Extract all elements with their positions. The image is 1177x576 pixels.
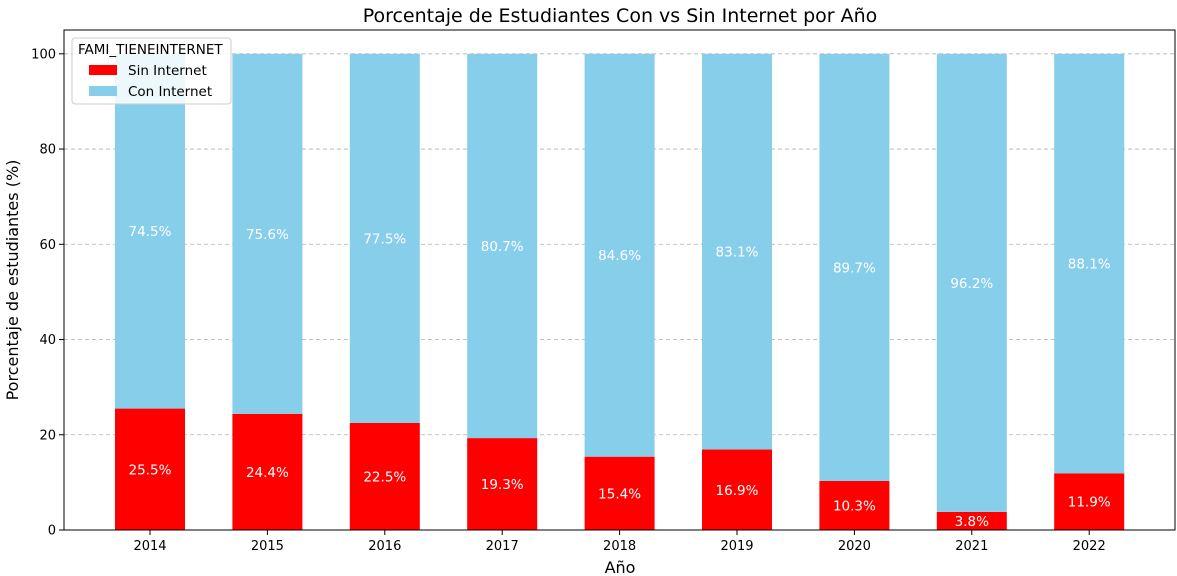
x-tick-label: 2021 bbox=[955, 539, 988, 554]
bar-sin-internet-2018 bbox=[584, 456, 655, 530]
plot-area: 25.5% 74.5% 24.4% 75.6% 22.5% 77.5% 19.3% 80.7%… bbox=[63, 29, 1176, 531]
bar-sin-internet-2014 bbox=[115, 408, 185, 530]
x-tick-label: 2018 bbox=[603, 539, 636, 554]
bar-label-sin-internet-2015: 24.4% bbox=[246, 465, 289, 481]
bars bbox=[115, 53, 1125, 530]
bar-sin-internet-2021 bbox=[936, 511, 1007, 530]
bar-label-sin-internet-2022: 11.9% bbox=[1068, 495, 1111, 511]
y-tick-label: 20 bbox=[39, 428, 56, 443]
bar-label-sin-internet-2021: 3.8% bbox=[955, 514, 989, 530]
y-tick-label: 40 bbox=[39, 333, 56, 348]
x-tick-label: 2022 bbox=[1073, 539, 1106, 554]
bar-con-internet-2018 bbox=[584, 53, 655, 457]
bar-con-internet-2014 bbox=[115, 53, 185, 409]
bar-con-internet-2017 bbox=[467, 53, 538, 439]
bar-label-con-internet-2016: 77.5% bbox=[363, 231, 406, 247]
bar-con-internet-2015 bbox=[232, 53, 303, 414]
bar-label-sin-internet-2016: 22.5% bbox=[363, 469, 406, 485]
y-tick-label: 80 bbox=[39, 143, 56, 158]
bar-label-sin-internet-2018: 15.4% bbox=[598, 486, 641, 502]
bar-label-sin-internet-2019: 16.9% bbox=[716, 483, 759, 499]
bar-sin-internet-2017 bbox=[467, 438, 538, 530]
y-tick-label: 0 bbox=[48, 524, 56, 539]
legend-label-con-internet: Con Internet bbox=[128, 84, 212, 100]
chart-title: Porcentaje de Estudiantes Con vs Sin Int… bbox=[363, 5, 878, 27]
bar-con-internet-2016 bbox=[349, 53, 420, 423]
bar-con-internet-2022 bbox=[1054, 53, 1125, 474]
legend-label-sin-internet: Sin Internet bbox=[128, 63, 207, 79]
bar-label-sin-internet-2017: 19.3% bbox=[481, 477, 524, 493]
legend-swatch-sin-internet bbox=[89, 65, 117, 75]
x-tick-label: 2019 bbox=[720, 539, 753, 554]
bar-sin-internet-2016 bbox=[349, 422, 420, 530]
y-axis-title: Porcentaje de estudiantes (%) bbox=[3, 160, 22, 401]
x-axis: 2014 2015 2016 2017 2018 2019 2020 2021 2022 bbox=[133, 530, 1106, 554]
bar-labels: 25.5% 74.5% 24.4% 75.6% 22.5% 77.5% 19.3% 80.7%… bbox=[129, 224, 1111, 530]
x-tick-label: 2014 bbox=[133, 539, 166, 554]
bar-label-con-internet-2019: 83.1% bbox=[716, 245, 759, 261]
y-axis: 0 20 40 60 80 100 bbox=[31, 47, 64, 539]
x-tick-label: 2015 bbox=[251, 539, 284, 554]
bar-label-con-internet-2017: 80.7% bbox=[481, 239, 524, 255]
bar-sin-internet-2020 bbox=[819, 480, 890, 530]
bar-con-internet-2020 bbox=[819, 53, 890, 481]
bar-sin-internet-2019 bbox=[702, 449, 772, 530]
x-axis-title: Año bbox=[605, 558, 636, 576]
bar-label-con-internet-2021: 96.2% bbox=[950, 276, 993, 292]
bar-label-con-internet-2015: 75.6% bbox=[246, 227, 289, 243]
x-tick-label: 2016 bbox=[368, 539, 401, 554]
bar-label-con-internet-2018: 84.6% bbox=[598, 248, 641, 264]
bar-con-internet-2019 bbox=[702, 53, 772, 450]
bar-label-con-internet-2020: 89.7% bbox=[833, 260, 876, 276]
legend-swatch-con-internet bbox=[89, 86, 117, 96]
x-tick-label: 2017 bbox=[486, 539, 519, 554]
bar-label-con-internet-2022: 88.1% bbox=[1068, 257, 1111, 273]
y-tick-label: 100 bbox=[31, 47, 56, 62]
legend: FAMI_TIENEINTERNET Sin Internet Con Inte… bbox=[71, 37, 232, 105]
bar-con-internet-2021 bbox=[936, 53, 1007, 512]
bar-label-sin-internet-2014: 25.5% bbox=[129, 462, 172, 478]
bar-sin-internet-2022 bbox=[1054, 473, 1125, 530]
bar-sin-internet-2015 bbox=[232, 413, 303, 530]
bar-label-sin-internet-2020: 10.3% bbox=[833, 498, 876, 514]
y-tick-label: 60 bbox=[39, 238, 56, 253]
x-tick-label: 2020 bbox=[838, 539, 871, 554]
legend-title: FAMI_TIENEINTERNET bbox=[78, 42, 223, 58]
bar-label-con-internet-2014: 74.5% bbox=[129, 224, 172, 240]
